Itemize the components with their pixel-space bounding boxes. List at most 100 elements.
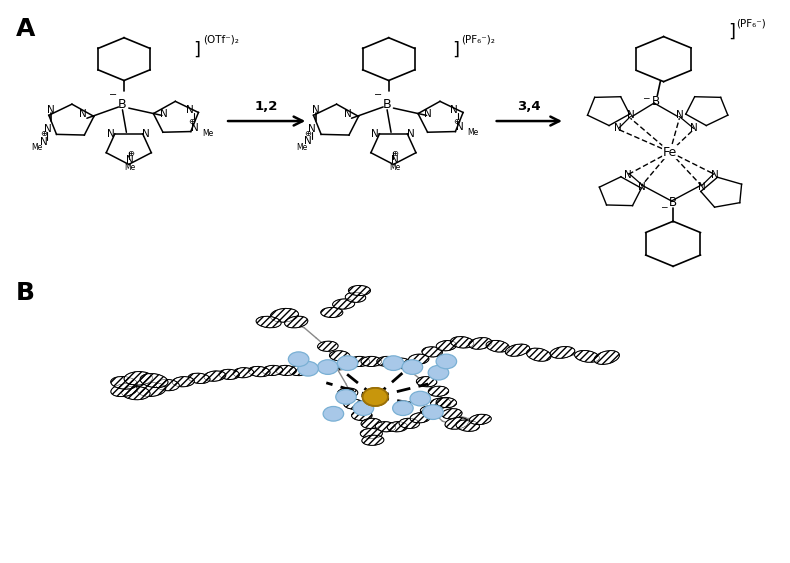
Ellipse shape xyxy=(408,354,429,364)
Ellipse shape xyxy=(284,316,308,328)
Text: N: N xyxy=(450,105,458,115)
Circle shape xyxy=(402,360,423,374)
Ellipse shape xyxy=(122,386,150,400)
Text: (OTf⁻)₂: (OTf⁻)₂ xyxy=(203,35,239,45)
Text: N: N xyxy=(690,123,698,133)
Ellipse shape xyxy=(486,341,510,352)
Ellipse shape xyxy=(450,337,474,348)
Text: N: N xyxy=(160,109,167,119)
Ellipse shape xyxy=(594,351,619,364)
Text: N: N xyxy=(424,109,432,119)
Text: N: N xyxy=(43,124,51,135)
Ellipse shape xyxy=(391,358,412,368)
Ellipse shape xyxy=(469,414,491,425)
Text: ]: ] xyxy=(194,41,201,59)
Ellipse shape xyxy=(349,356,370,367)
Text: (PF₆⁻): (PF₆⁻) xyxy=(736,18,766,28)
Text: N: N xyxy=(308,124,316,135)
Text: Me: Me xyxy=(467,128,478,137)
Text: A: A xyxy=(16,17,36,41)
Ellipse shape xyxy=(442,409,462,419)
Text: N: N xyxy=(47,105,55,115)
Circle shape xyxy=(336,390,356,404)
Text: B: B xyxy=(118,97,126,111)
Text: −: − xyxy=(660,202,668,211)
Ellipse shape xyxy=(431,398,451,408)
Text: N: N xyxy=(614,123,622,133)
Ellipse shape xyxy=(436,341,457,351)
Text: N: N xyxy=(371,129,379,139)
Ellipse shape xyxy=(362,435,384,445)
Text: N: N xyxy=(711,169,719,180)
Ellipse shape xyxy=(352,410,372,421)
Ellipse shape xyxy=(337,388,358,398)
Circle shape xyxy=(298,361,318,376)
Ellipse shape xyxy=(456,420,480,431)
Text: N: N xyxy=(126,155,134,166)
Ellipse shape xyxy=(329,351,350,361)
Circle shape xyxy=(353,401,374,415)
Circle shape xyxy=(410,391,431,406)
Ellipse shape xyxy=(172,377,194,387)
Text: Me: Me xyxy=(125,163,136,172)
Circle shape xyxy=(318,360,338,374)
Circle shape xyxy=(337,356,358,370)
Text: 1,2: 1,2 xyxy=(254,100,278,113)
Ellipse shape xyxy=(270,309,299,322)
Ellipse shape xyxy=(574,350,600,363)
Text: Fe: Fe xyxy=(663,145,677,159)
Ellipse shape xyxy=(111,383,137,397)
Text: Me: Me xyxy=(296,143,307,152)
Text: ⊕: ⊕ xyxy=(392,149,398,158)
Text: N: N xyxy=(626,110,634,120)
Ellipse shape xyxy=(348,285,371,296)
Ellipse shape xyxy=(399,418,419,428)
Text: N: N xyxy=(40,137,47,147)
Text: ⊕: ⊕ xyxy=(453,117,460,126)
Text: −: − xyxy=(642,93,650,102)
Ellipse shape xyxy=(233,368,254,378)
Text: N: N xyxy=(391,155,399,166)
Ellipse shape xyxy=(361,418,382,428)
Circle shape xyxy=(423,405,443,419)
Ellipse shape xyxy=(111,377,137,389)
Circle shape xyxy=(393,401,413,415)
Circle shape xyxy=(428,365,449,380)
Ellipse shape xyxy=(156,379,179,391)
Text: B: B xyxy=(16,282,35,306)
Ellipse shape xyxy=(436,397,457,408)
Ellipse shape xyxy=(375,422,396,432)
Text: ⊕: ⊕ xyxy=(189,117,195,126)
Ellipse shape xyxy=(361,356,382,367)
Text: N: N xyxy=(675,110,683,120)
Text: N: N xyxy=(107,129,115,139)
Text: B: B xyxy=(669,196,677,209)
Ellipse shape xyxy=(262,365,283,376)
Ellipse shape xyxy=(345,292,366,302)
Ellipse shape xyxy=(124,372,152,385)
Ellipse shape xyxy=(387,422,408,432)
Text: N: N xyxy=(304,136,312,146)
Text: B: B xyxy=(652,95,660,108)
Ellipse shape xyxy=(468,338,492,349)
Circle shape xyxy=(323,406,344,421)
Circle shape xyxy=(436,354,457,369)
Text: Me: Me xyxy=(202,129,213,138)
Ellipse shape xyxy=(204,371,226,381)
Text: −: − xyxy=(374,90,382,100)
Ellipse shape xyxy=(410,413,431,423)
Text: N: N xyxy=(186,105,194,115)
Text: −: − xyxy=(109,90,117,100)
Text: N: N xyxy=(142,129,150,139)
Ellipse shape xyxy=(219,369,239,379)
Ellipse shape xyxy=(333,299,355,309)
Text: 3,4: 3,4 xyxy=(517,100,541,113)
Circle shape xyxy=(383,356,404,370)
Ellipse shape xyxy=(506,344,529,356)
Text: N: N xyxy=(407,129,415,139)
Ellipse shape xyxy=(445,418,468,429)
Ellipse shape xyxy=(137,383,166,396)
Ellipse shape xyxy=(276,365,296,376)
Ellipse shape xyxy=(248,367,270,377)
Circle shape xyxy=(288,352,309,367)
